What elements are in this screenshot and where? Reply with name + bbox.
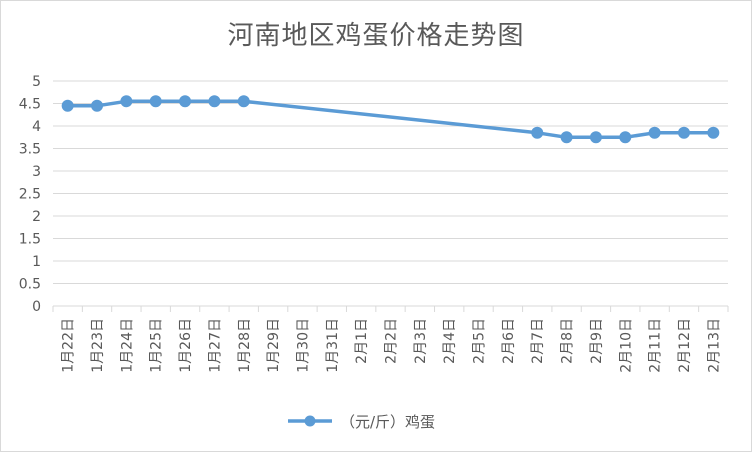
data-point xyxy=(61,99,74,112)
x-tick-label: 2月6日 xyxy=(501,318,517,364)
y-tick-label: 2.5 xyxy=(19,187,41,203)
data-point xyxy=(179,95,192,108)
data-point xyxy=(531,126,544,139)
y-tick-label: 1 xyxy=(32,254,41,270)
x-tick-label: 2月4日 xyxy=(442,318,458,364)
x-tick-label: 1月29日 xyxy=(266,318,282,373)
x-tick-label: 1月30日 xyxy=(295,318,311,373)
data-point xyxy=(91,99,104,112)
legend-label: （元/斤）鸡蛋 xyxy=(340,413,435,431)
legend-marker xyxy=(304,415,316,427)
y-tick-label: 4.5 xyxy=(19,97,41,113)
data-point xyxy=(149,95,162,108)
x-tick-label: 2月5日 xyxy=(472,318,488,364)
series-line xyxy=(67,99,714,140)
y-tick-label: 4 xyxy=(32,119,41,135)
x-tick-label: 2月10日 xyxy=(618,318,634,373)
x-tick-label: 2月3日 xyxy=(413,318,429,364)
data-point xyxy=(237,95,250,108)
y-tick-label: 3.5 xyxy=(19,142,41,158)
x-tick-label: 2月7日 xyxy=(530,318,546,364)
data-point xyxy=(560,131,573,144)
x-tick-label: 2月8日 xyxy=(560,318,576,364)
data-point xyxy=(619,131,632,144)
data-point xyxy=(707,126,720,139)
data-point xyxy=(648,126,661,139)
x-tick-label: 2月12日 xyxy=(677,318,693,373)
data-point xyxy=(589,131,602,144)
data-point xyxy=(120,95,133,108)
y-tick-label: 1.5 xyxy=(19,232,41,248)
x-tick-label: 2月11日 xyxy=(648,318,664,373)
x-tick-label: 1月26日 xyxy=(178,318,194,373)
x-tick-label: 2月1日 xyxy=(354,318,370,364)
data-point xyxy=(677,126,690,139)
y-tick-label: 2 xyxy=(32,209,41,225)
y-tick-label: 5 xyxy=(32,74,41,90)
x-tick-label: 1月27日 xyxy=(207,318,223,373)
y-tick-label: 3 xyxy=(32,164,41,180)
x-tick-label: 2月2日 xyxy=(384,318,400,364)
x-tick-label: 2月13日 xyxy=(706,318,722,373)
x-tick-label: 1月24日 xyxy=(119,318,135,373)
x-tick-label: 1月31日 xyxy=(325,318,341,373)
data-point xyxy=(208,95,221,108)
y-tick-label: 0 xyxy=(32,299,41,315)
chart-title: 河南地区鸡蛋价格走势图 xyxy=(227,21,525,51)
x-tick-label: 2月9日 xyxy=(589,318,605,364)
y-tick-label: 0.5 xyxy=(19,277,41,293)
x-tick-label: 1月25日 xyxy=(149,318,165,373)
x-tick-label: 1月22日 xyxy=(61,318,77,373)
x-tick-label: 1月28日 xyxy=(237,318,253,373)
x-tick-label: 1月23日 xyxy=(90,318,106,373)
